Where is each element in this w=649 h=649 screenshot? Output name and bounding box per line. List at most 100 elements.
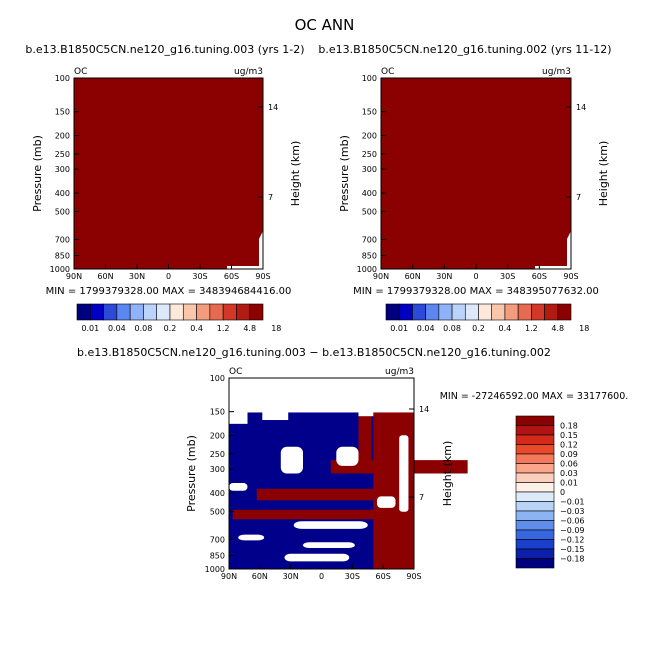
colorbar-label: 0.03 — [560, 469, 578, 478]
y-tick-label: 100 — [362, 74, 377, 83]
colorbar-label: 0.15 — [560, 431, 578, 440]
colorbar-box — [129, 303, 144, 321]
colorbar-box — [515, 510, 555, 521]
field-fill — [381, 78, 571, 269]
field-label: OC — [74, 67, 87, 77]
colorbar-box — [515, 444, 555, 455]
field-label: OC — [381, 67, 394, 77]
colorbar-box — [182, 303, 197, 321]
colorbar-box — [209, 303, 224, 321]
colorbar-box — [557, 303, 572, 321]
y-tick-label: 500 — [362, 208, 377, 217]
x-tick-label: 60S — [224, 272, 239, 281]
x-tick-label: 0 — [166, 272, 171, 281]
field-label: OC — [229, 367, 242, 377]
panel-top-right: b.e13.B1850C5CN.ne120_g16.tuning.002 (yr… — [318, 43, 611, 333]
x-tick-label: 60S — [376, 572, 391, 581]
contour-zero — [303, 542, 355, 548]
colorbar-label: 0.01 — [560, 479, 578, 488]
y-tick-label: 100 — [55, 74, 70, 83]
y-tick-label: 250 — [55, 150, 70, 159]
x-tick-label: 90N — [221, 572, 237, 581]
colorbar-label: 0.4 — [190, 324, 203, 333]
colorbar-label: 0.08 — [443, 324, 461, 333]
y-tick-label: 200 — [362, 131, 377, 140]
y-tick-label: 300 — [210, 465, 225, 474]
colorbar-label: 0.2 — [164, 324, 177, 333]
field-fill — [74, 78, 263, 269]
colorbar-box — [515, 472, 555, 483]
panel-top-left: b.e13.B1850C5CN.ne120_g16.tuning.003 (yr… — [25, 43, 304, 333]
colorbar-box — [116, 303, 131, 321]
colorbar-box — [425, 303, 440, 321]
min-max-stats: MIN = 1799379328.00 MAX = 348395077632.0… — [353, 286, 599, 297]
colorbar-box — [249, 303, 264, 321]
x-tick-label: 0 — [473, 272, 478, 281]
colorbar-label: 0.04 — [108, 324, 126, 333]
colorbar-box — [196, 303, 211, 321]
y-right-tick-label: 7 — [576, 193, 581, 202]
y-tick-label: 250 — [210, 450, 225, 459]
y-tick-label: 250 — [362, 150, 377, 159]
contour-positive — [232, 509, 411, 520]
colorbar-label: 0.01 — [390, 324, 408, 333]
y-tick-label: 700 — [210, 535, 225, 544]
panel-title: b.e13.B1850C5CN.ne120_g16.tuning.002 (yr… — [318, 43, 611, 56]
colorbar-label: −0.03 — [560, 507, 585, 516]
y-axis-label-right: Height (km) — [289, 141, 302, 207]
colorbar-box — [515, 491, 555, 502]
colorbar-label: 18 — [579, 324, 589, 333]
y-tick-label: 1000 — [205, 565, 225, 574]
y-tick-label: 150 — [55, 108, 70, 117]
colorbar-box — [169, 303, 184, 321]
y-right-tick-label: 14 — [419, 405, 429, 414]
y-right-tick-label: 14 — [268, 103, 278, 112]
y-tick-label: 200 — [210, 431, 225, 440]
panel-title: b.e13.B1850C5CN.ne120_g16.tuning.003 − b… — [77, 346, 551, 359]
x-tick-label: 30S — [192, 272, 207, 281]
colorbar-box — [236, 303, 251, 321]
colorbar-label: 0.06 — [560, 460, 578, 469]
panel-title: b.e13.B1850C5CN.ne120_g16.tuning.003 (yr… — [25, 43, 304, 56]
y-axis-label: Pressure (mb) — [338, 135, 351, 212]
y-axis-label: Pressure (mb) — [31, 135, 44, 212]
colorbar-box — [478, 303, 493, 321]
colorbar-box — [156, 303, 171, 321]
units-label: ug/m3 — [234, 67, 263, 77]
colorbar-box — [515, 415, 555, 426]
colorbar-box — [515, 558, 555, 569]
units-label: ug/m3 — [385, 367, 414, 377]
contour-zero — [293, 521, 368, 529]
colorbar-box — [515, 453, 555, 464]
colorbar-box — [103, 303, 118, 321]
contour-zero — [284, 553, 350, 562]
colorbar-box — [385, 303, 400, 321]
colorbar-label: 0.12 — [560, 441, 578, 450]
y-right-tick-label: 14 — [576, 103, 586, 112]
y-tick-label: 700 — [362, 235, 377, 244]
min-max-stats: MIN = -27246592.00 MAX = 33177600. — [440, 391, 629, 402]
colorbar-box — [464, 303, 479, 321]
colorbar-box — [451, 303, 466, 321]
colorbar-box — [143, 303, 158, 321]
x-tick-label: 60N — [97, 272, 113, 281]
colorbar-label: 0 — [560, 488, 565, 497]
colorbar-box — [531, 303, 545, 321]
y-tick-label: 400 — [362, 189, 377, 198]
contour-zero — [336, 446, 359, 466]
panel-difference: b.e13.B1850C5CN.ne120_g16.tuning.003 − b… — [77, 346, 628, 581]
colorbar-label: 0.4 — [499, 324, 512, 333]
y-tick-label: 300 — [362, 165, 377, 174]
colorbar-box — [76, 303, 91, 321]
y-tick-label: 400 — [210, 489, 225, 498]
colorbar-box — [515, 425, 555, 436]
colorbar-label: −0.09 — [560, 526, 585, 535]
y-axis-label: Pressure (mb) — [185, 435, 198, 512]
contour-zero — [238, 534, 265, 541]
x-tick-label: 90S — [255, 272, 270, 281]
colorbar-label: −0.01 — [560, 498, 585, 507]
y-axis-label-right: Height (km) — [441, 441, 454, 507]
y-tick-label: 850 — [210, 552, 225, 561]
contour-positive — [256, 488, 387, 501]
